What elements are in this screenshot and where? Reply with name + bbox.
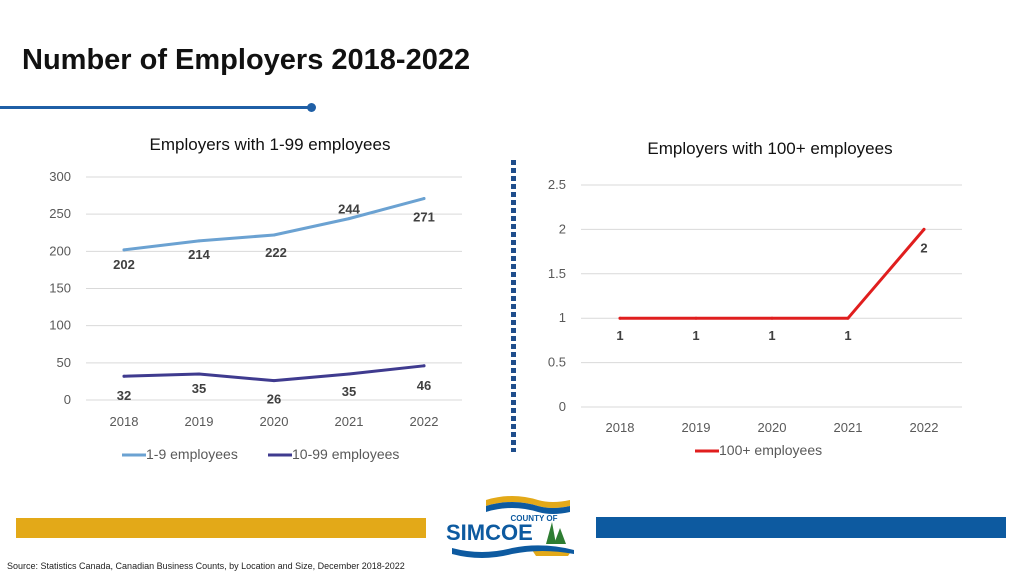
x-tick-label: 2021: [335, 414, 364, 429]
data-label-10-99-employees: 32: [117, 388, 131, 403]
data-label-100-employees: 1: [616, 328, 623, 343]
data-point-10-99-employees: [422, 364, 426, 368]
title-underline: [0, 106, 311, 109]
x-tick-label: 2019: [185, 414, 214, 429]
data-label-1-9-employees: 271: [413, 210, 435, 225]
x-tick-label: 2019: [682, 420, 711, 435]
x-tick-label: 2022: [410, 414, 439, 429]
data-point-100-employees: [618, 316, 622, 320]
data-point-10-99-employees: [347, 372, 351, 376]
data-label-1-9-employees: 202: [113, 257, 135, 272]
data-point-1-9-employees: [347, 217, 351, 221]
data-point-100-employees: [846, 316, 850, 320]
data-point-1-9-employees: [422, 197, 426, 201]
y-tick-label: 200: [49, 243, 71, 258]
data-label-10-99-employees: 35: [192, 381, 206, 396]
chart-title: Employers with 1-99 employees: [150, 135, 391, 154]
data-point-10-99-employees: [272, 379, 276, 383]
y-tick-label: 0.5: [548, 355, 566, 370]
data-label-10-99-employees: 46: [417, 378, 431, 393]
data-point-10-99-employees: [122, 374, 126, 378]
data-label-10-99-employees: 26: [267, 392, 281, 407]
page-title: Number of Employers 2018-2022: [22, 44, 471, 76]
gold-band: [16, 518, 426, 538]
title-underline-dot: [307, 103, 316, 112]
y-tick-label: 300: [49, 169, 71, 184]
county-of-simcoe-logo: COUNTY OF SIMCOE: [446, 496, 574, 558]
data-point-100-employees: [694, 316, 698, 320]
x-tick-label: 2018: [110, 414, 139, 429]
logo-text-main: SIMCOE: [446, 520, 533, 545]
y-tick-label: 50: [57, 355, 71, 370]
y-tick-label: 1.5: [548, 266, 566, 281]
y-tick-label: 0: [64, 392, 71, 407]
data-label-100-employees: 1: [692, 328, 699, 343]
y-tick-label: 0: [559, 399, 566, 414]
legend-label-100-employees: 100+ employees: [719, 442, 822, 458]
legend-label-1-9-employees: 1-9 employees: [146, 446, 238, 462]
logo-text-top: COUNTY OF: [511, 514, 558, 523]
y-tick-label: 150: [49, 281, 71, 296]
source-note: Source: Statistics Canada, Canadian Busi…: [7, 561, 405, 571]
data-label-10-99-employees: 35: [342, 384, 356, 399]
x-tick-label: 2018: [606, 420, 635, 435]
y-tick-label: 2: [559, 221, 566, 236]
x-tick-label: 2020: [758, 420, 787, 435]
data-point-1-9-employees: [197, 239, 201, 243]
y-tick-label: 2.5: [548, 177, 566, 192]
x-tick-label: 2022: [910, 420, 939, 435]
chart-employers-1-99: Employers with 1-99 employees 0 50 100 150 20…: [49, 135, 462, 462]
data-label-100-employees: 2: [920, 240, 927, 255]
data-label-1-9-employees: 244: [338, 202, 360, 217]
data-label-100-employees: 1: [844, 328, 851, 343]
data-label-1-9-employees: 214: [188, 247, 210, 262]
x-tick-label: 2020: [260, 414, 289, 429]
y-tick-label: 100: [49, 318, 71, 333]
chart-divider: [511, 160, 516, 452]
data-point-100-employees: [922, 227, 926, 231]
data-label-100-employees: 1: [768, 328, 775, 343]
data-label-1-9-employees: 222: [265, 245, 287, 260]
chart-employers-100-plus: Employers with 100+ employees 0 0.5 1 1.5 2 2.…: [548, 139, 962, 458]
legend-label-10-99-employees: 10-99 employees: [292, 446, 399, 462]
data-point-10-99-employees: [197, 372, 201, 376]
chart-title: Employers with 100+ employees: [647, 139, 892, 158]
x-tick-label: 2021: [834, 420, 863, 435]
data-point-100-employees: [770, 316, 774, 320]
blue-band: [596, 517, 1006, 538]
y-tick-label: 250: [49, 206, 71, 221]
data-point-1-9-employees: [272, 233, 276, 237]
data-point-1-9-employees: [122, 248, 126, 252]
y-tick-label: 1: [559, 310, 566, 325]
